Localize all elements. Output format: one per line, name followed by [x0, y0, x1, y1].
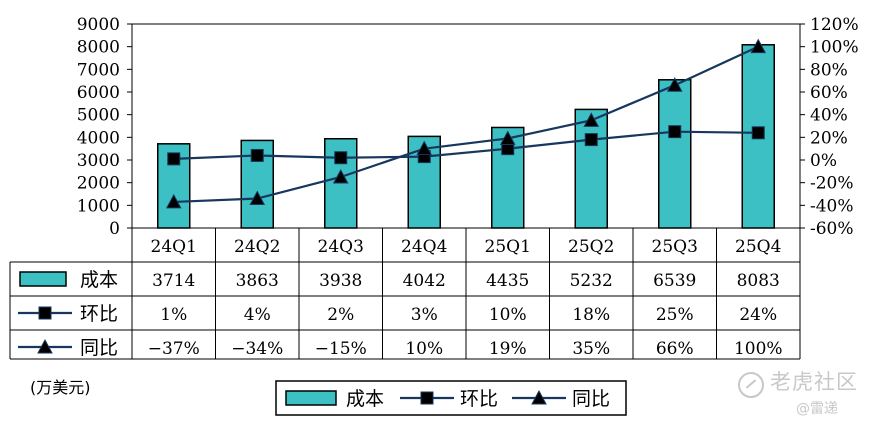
watermark-text: 老虎社区 — [770, 370, 858, 394]
data-table-value: 24% — [739, 305, 777, 325]
series-name: 成本 — [80, 269, 118, 291]
data-table-value: −34% — [231, 339, 283, 359]
left-axis-tick-label: 4000 — [77, 128, 120, 148]
unit-label: (万美元) — [30, 378, 91, 397]
data-table-value: 10% — [489, 305, 527, 325]
bar — [658, 79, 692, 229]
square-marker — [167, 152, 181, 166]
left-axis-tick-label: 9000 — [77, 15, 120, 35]
legend-key-bar — [19, 271, 67, 287]
data-table-value: 6539 — [653, 271, 696, 291]
data-table-value: 4% — [244, 305, 271, 325]
category-label: 25Q2 — [568, 237, 614, 257]
left-axis-tick-label: 0 — [109, 219, 120, 239]
data-table-value: 10% — [405, 339, 443, 359]
series-name: 同比 — [80, 337, 118, 359]
data-table-value: 1% — [160, 305, 187, 325]
tiger-logo-icon — [738, 371, 764, 398]
right-axis-tick-label: 40% — [810, 106, 848, 126]
data-table-value: 4042 — [403, 271, 446, 291]
square-marker — [334, 151, 348, 165]
category-label: 24Q2 — [234, 237, 280, 257]
square-marker — [668, 125, 682, 139]
square-marker — [751, 126, 765, 140]
legend-box — [275, 380, 627, 416]
legend-bar-key — [285, 390, 337, 406]
legend-triangle-marker — [531, 389, 547, 405]
data-table-value: 3863 — [236, 271, 279, 291]
data-table-value: 2% — [327, 305, 354, 325]
right-axis-tick-label: 120% — [810, 15, 859, 35]
bar — [574, 108, 608, 229]
data-table-value: 5232 — [570, 271, 613, 291]
bar — [491, 126, 525, 229]
left-axis-tick-label: 5000 — [77, 106, 120, 126]
right-axis-tick-label: 0% — [810, 151, 837, 171]
triangle-marker — [583, 112, 600, 127]
legend-square-marker — [420, 391, 434, 405]
category-label: 25Q4 — [735, 237, 781, 257]
data-table-value: 100% — [734, 339, 783, 359]
right-axis-tick-label: -20% — [810, 174, 854, 194]
triangle-marker — [249, 190, 266, 206]
left-axis-tick-label: 7000 — [77, 60, 120, 80]
data-table-value: 19% — [489, 339, 527, 359]
data-table-value: −37% — [148, 339, 200, 359]
data-table-value: 3714 — [152, 271, 195, 291]
triangle-marker — [416, 140, 433, 156]
category-label: 25Q3 — [652, 237, 698, 257]
legend-entry: 环比 — [460, 388, 498, 410]
triangle-marker — [499, 130, 516, 145]
triangle-marker — [750, 38, 767, 54]
legend-key-square-marker — [38, 306, 52, 320]
data-table-value: 18% — [572, 305, 610, 325]
data-table-value: 3% — [411, 305, 438, 325]
right-axis-tick-label: 60% — [810, 83, 848, 103]
watermark-sub: @雷递 — [796, 401, 838, 417]
plot-frame — [131, 23, 801, 229]
category-label: 25Q1 — [485, 237, 531, 257]
data-table-value: 4435 — [486, 271, 529, 291]
data-table-value: 8083 — [737, 271, 780, 291]
data-table-value: 66% — [656, 339, 694, 359]
series-name: 环比 — [80, 303, 118, 325]
left-axis-tick-label: 3000 — [77, 151, 120, 171]
series-line — [173, 45, 759, 204]
legend-key-triangle-marker — [37, 338, 53, 354]
square-marker — [250, 148, 264, 162]
watermark: 老虎社区 @雷递 — [738, 366, 858, 417]
series-line — [173, 130, 759, 160]
category-label: 24Q4 — [401, 237, 447, 257]
right-axis-tick-label: 80% — [810, 60, 848, 80]
data-table-value: 25% — [656, 305, 694, 325]
right-axis-tick-label: 100% — [810, 38, 859, 58]
left-axis-tick-label: 8000 — [77, 38, 120, 58]
left-axis-tick-label: 2000 — [77, 174, 120, 194]
triangle-marker — [666, 77, 683, 92]
left-axis-tick-label: 1000 — [77, 196, 120, 216]
data-table-value: 3938 — [319, 271, 362, 291]
data-table-value: −15% — [315, 339, 367, 359]
right-axis-tick-label: -40% — [810, 196, 854, 216]
right-axis-tick-label: -60% — [810, 219, 854, 239]
legend-entry: 同比 — [572, 388, 610, 410]
triangle-marker — [332, 168, 349, 184]
triangle-marker — [165, 193, 182, 209]
right-axis-tick-label: 20% — [810, 128, 848, 148]
data-table-value: 35% — [572, 339, 610, 359]
category-label: 24Q1 — [151, 237, 197, 257]
square-marker — [584, 133, 598, 147]
legend-entry: 成本 — [346, 388, 384, 410]
left-axis-tick-label: 6000 — [77, 83, 120, 103]
category-label: 24Q3 — [318, 237, 364, 257]
